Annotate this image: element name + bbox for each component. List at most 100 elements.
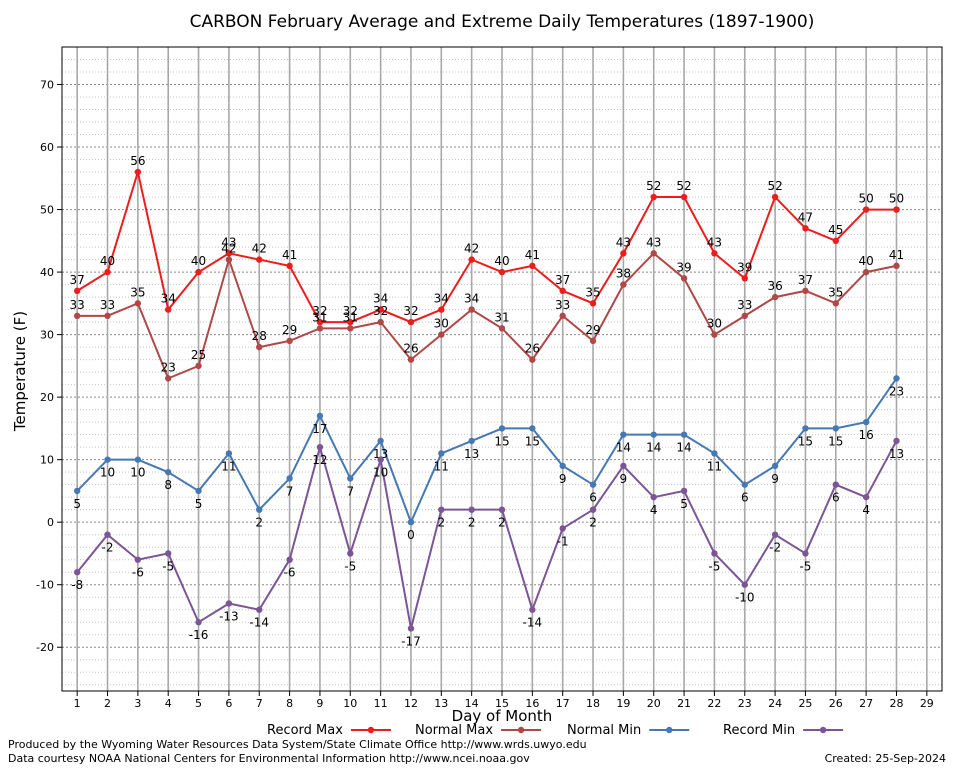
normal-min-point (286, 475, 293, 482)
record-max-data-label: 43 (707, 235, 722, 249)
x-tick-label: 7 (256, 697, 263, 710)
normal-max-point (165, 375, 172, 382)
record-min-point (620, 462, 627, 470)
record-min-data-label: 13 (889, 447, 904, 461)
normal-min-point (104, 456, 111, 463)
record-min-data-label: -5 (708, 559, 720, 573)
legend-label: Record Max (267, 723, 343, 738)
normal-max-point (134, 300, 142, 307)
normal-min-data-label: 9 (771, 472, 779, 486)
normal-min-data-label: 15 (798, 434, 813, 448)
chart-title: CARBON February Average and Extreme Dail… (190, 12, 815, 32)
normal-max-point (407, 356, 415, 363)
normal-max-data-label: 36 (767, 279, 782, 293)
footer-produced-by: Produced by the Wyoming Water Resources … (8, 738, 587, 751)
normal-max-point (286, 337, 293, 345)
record-max-point (529, 262, 536, 270)
normal-min-data-label: 11 (434, 459, 449, 473)
record-min-data-label: -10 (735, 591, 755, 605)
legend-swatch-marker (819, 726, 827, 734)
record-min-series: -8 -2 -6 -5 -16 -13 -14 -6 12 -5 10 -17 2 2 2 -14 -1 2 9 4 5… (71, 437, 904, 648)
normal-min-data-label: 15 (525, 434, 540, 448)
y-tick-label: 20 (40, 391, 54, 404)
normal-max-point (256, 343, 263, 351)
normal-max-point (377, 318, 384, 326)
normal-max-point (650, 250, 657, 257)
record-min-data-label: 10 (373, 466, 388, 480)
record-max-point (438, 306, 445, 313)
record-min-point (104, 531, 111, 538)
normal-min-data-label: 14 (616, 441, 631, 455)
normal-max-point (529, 356, 536, 363)
record-min-data-label: 2 (498, 516, 506, 530)
normal-max-point (316, 325, 324, 332)
normal-min-data-label: 16 (858, 428, 873, 442)
legend-label: Normal Min (567, 723, 641, 738)
legend-label: Record Min (723, 723, 795, 738)
record-max-point (741, 275, 748, 282)
normal-max-data-label: 29 (585, 323, 600, 337)
normal-max-data-label: 26 (403, 342, 418, 356)
record-max-point (225, 250, 233, 257)
x-tick-label: 18 (586, 697, 600, 710)
x-tick-label: 25 (798, 697, 812, 710)
record-max-data-label: 42 (252, 242, 267, 256)
normal-max-data-label: 40 (858, 254, 873, 268)
record-max-data-label: 34 (161, 292, 176, 306)
normal-max-data-label: 30 (707, 317, 722, 331)
record-max-point (650, 193, 657, 201)
normal-min-data-label: 7 (346, 484, 354, 498)
record-max-point (316, 318, 324, 326)
normal-max-data-label: 29 (282, 323, 297, 337)
normal-max-data-label: 34 (464, 292, 479, 306)
record-min-point (711, 550, 718, 557)
normal-max-data-label: 33 (737, 298, 752, 312)
normal-max-point (620, 281, 627, 288)
record-min-data-label: -14 (249, 616, 269, 630)
record-max-point (195, 268, 202, 276)
normal-max-data-label: 43 (646, 235, 661, 249)
legend-swatch-marker (367, 726, 375, 734)
record-min-data-label: -5 (799, 559, 811, 573)
normal-min-data-label: 9 (559, 472, 567, 486)
record-max-data-label: 32 (312, 304, 327, 318)
normal-min-data-label: 5 (195, 497, 203, 511)
record-min-point (802, 550, 809, 557)
normal-max-data-label: 31 (312, 310, 327, 324)
record-max-point (104, 268, 111, 276)
y-axis-label: Temperature (F) (11, 311, 29, 432)
y-tick-label: -10 (36, 579, 54, 592)
y-tick-label: 40 (40, 266, 54, 279)
normal-max-data-label: 33 (100, 298, 115, 312)
normal-max-point (195, 362, 202, 370)
legend-swatch-marker (517, 726, 525, 734)
record-min-point (529, 606, 536, 613)
normal-max-data-label: 39 (676, 260, 691, 274)
record-max-point (347, 318, 354, 326)
normal-max-data-label: 30 (434, 317, 449, 331)
record-max-data-label: 52 (646, 179, 661, 193)
normal-min-point (165, 468, 172, 476)
normal-min-data-label: 8 (164, 478, 172, 492)
y-tick-label: -20 (36, 641, 54, 654)
normal-max-data-label: 31 (343, 310, 358, 324)
record-max-data-label: 45 (828, 223, 843, 237)
normal-min-data-label: 2 (255, 516, 263, 530)
record-max-data-label: 34 (373, 292, 388, 306)
record-min-point (741, 581, 748, 588)
x-tick-label: 6 (225, 697, 232, 710)
record-max-data-label: 42 (464, 242, 479, 256)
x-tick-label: 29 (920, 697, 934, 710)
x-tick-label: 13 (434, 697, 448, 710)
normal-min-point (377, 437, 384, 445)
normal-max-data-label: 33 (70, 298, 85, 312)
x-tick-label: 22 (707, 697, 721, 710)
normal-max-point (347, 325, 354, 332)
record-min-point (316, 443, 324, 451)
y-tick-label: 30 (40, 329, 54, 342)
normal-max-data-label: 37 (798, 273, 813, 287)
record-max-data-label: 37 (555, 273, 570, 287)
record-max-data-label: 35 (585, 285, 600, 299)
normal-min-data-label: 15 (828, 434, 843, 448)
record-max-point (407, 318, 415, 326)
